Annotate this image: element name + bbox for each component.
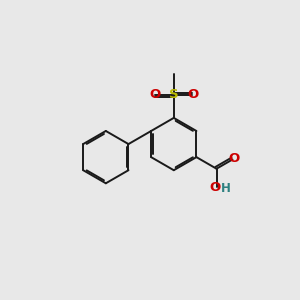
Text: O: O bbox=[228, 152, 239, 165]
Text: O: O bbox=[149, 88, 160, 101]
Text: S: S bbox=[169, 88, 178, 101]
Text: H: H bbox=[221, 182, 231, 194]
Text: O: O bbox=[187, 88, 198, 101]
Text: O: O bbox=[209, 181, 220, 194]
